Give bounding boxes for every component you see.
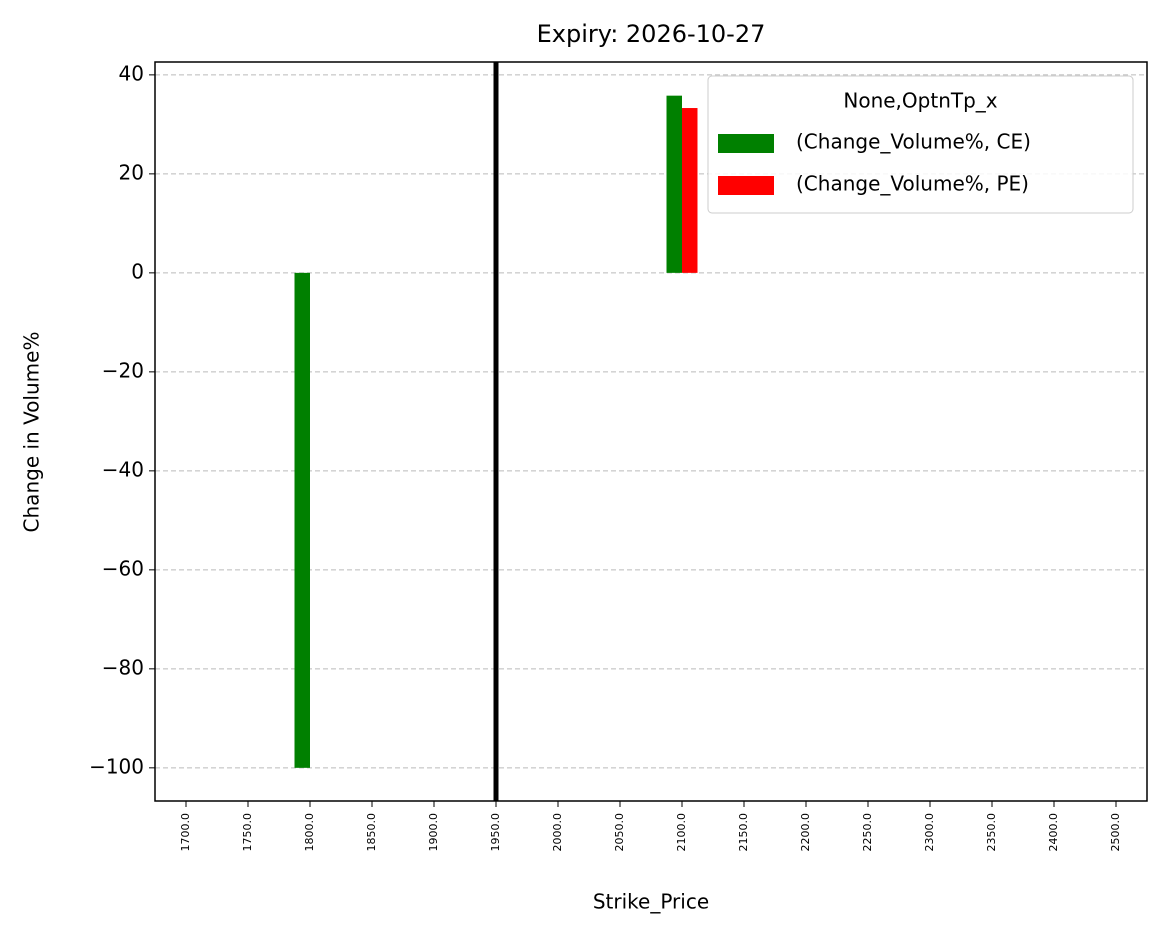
legend-title: None,OptnTp_x bbox=[843, 89, 997, 113]
x-tick-label: 1900.0 bbox=[427, 813, 440, 852]
y-tick-label: −80 bbox=[102, 655, 144, 679]
x-tick-label: 2350.0 bbox=[985, 813, 998, 852]
bar bbox=[666, 95, 682, 273]
x-tick-label: 2500.0 bbox=[1109, 813, 1122, 852]
bar bbox=[294, 272, 310, 768]
x-tick-label: 1700.0 bbox=[179, 813, 192, 852]
legend-swatch bbox=[718, 176, 774, 195]
y-tick-label: 0 bbox=[131, 259, 144, 283]
x-tick-label: 2150.0 bbox=[737, 813, 750, 852]
x-tick-label: 1750.0 bbox=[241, 813, 254, 852]
x-tick-label: 1800.0 bbox=[303, 813, 316, 852]
x-tick-label: 2250.0 bbox=[861, 813, 874, 852]
y-tick-label: −60 bbox=[102, 556, 144, 580]
y-tick-label: −40 bbox=[102, 457, 144, 481]
legend-swatch bbox=[718, 134, 774, 153]
x-tick-label: 2050.0 bbox=[613, 813, 626, 852]
legend-box bbox=[707, 75, 1134, 214]
x-tick-label: 1950.0 bbox=[489, 813, 502, 852]
x-axis-label: Strike_Price bbox=[593, 890, 709, 914]
y-tick-label: 40 bbox=[119, 61, 144, 85]
legend-label: (Change_Volume%, CE) bbox=[796, 130, 1031, 154]
legend-label: (Change_Volume%, PE) bbox=[796, 172, 1029, 196]
x-tick-label: 2100.0 bbox=[675, 813, 688, 852]
chart-title: Expiry: 2026-10-27 bbox=[537, 20, 766, 48]
y-axis-label: Change in Volume% bbox=[20, 332, 44, 533]
y-tick-label: −100 bbox=[89, 754, 144, 778]
x-tick-label: 2000.0 bbox=[551, 813, 564, 852]
plot-frame bbox=[154, 61, 1148, 802]
x-tick-label: 2400.0 bbox=[1047, 813, 1060, 852]
x-tick-label: 2200.0 bbox=[799, 813, 812, 852]
y-tick-label: −20 bbox=[102, 358, 144, 382]
x-tick-label: 2300.0 bbox=[923, 813, 936, 852]
y-tick-label: 20 bbox=[119, 160, 144, 184]
bar bbox=[682, 108, 698, 273]
x-tick-label: 1850.0 bbox=[365, 813, 378, 852]
